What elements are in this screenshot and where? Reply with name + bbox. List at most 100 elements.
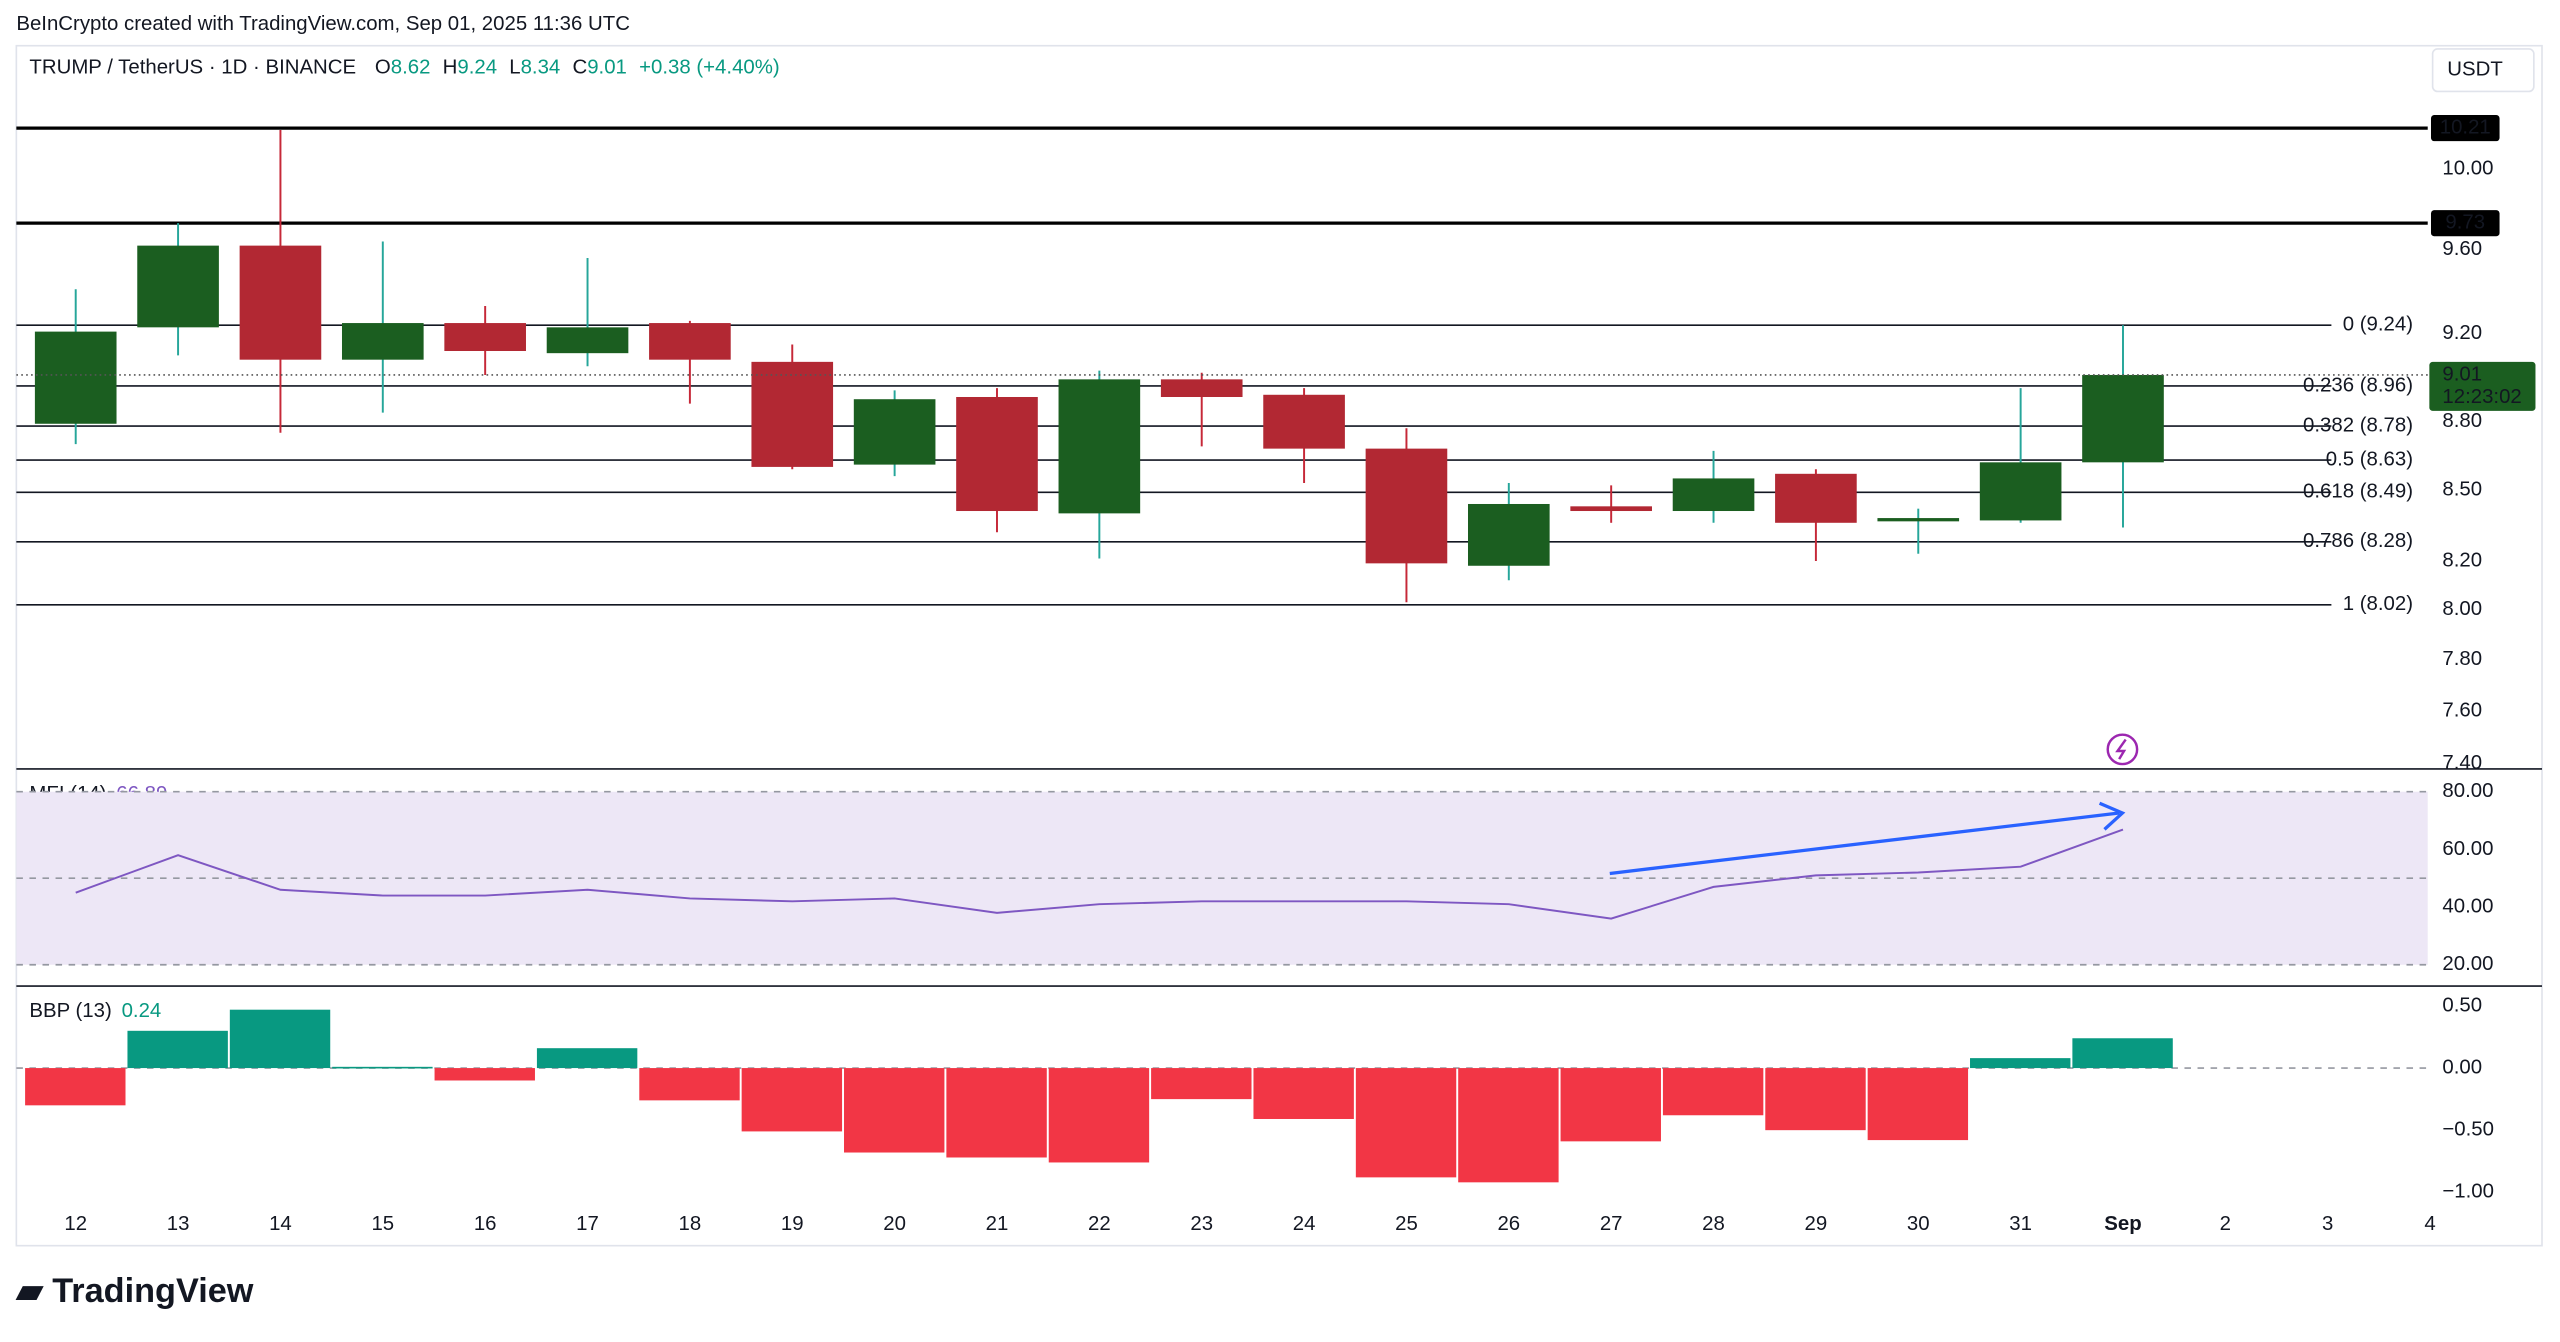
y-tick-label: 8.20 bbox=[2442, 549, 2482, 571]
y-tick-label: 40.00 bbox=[2442, 895, 2493, 917]
y-tick-label: 9.60 bbox=[2442, 238, 2482, 260]
ohlc-label: H bbox=[443, 57, 458, 79]
candle-body bbox=[341, 323, 424, 360]
x-tick-label: 15 bbox=[371, 1213, 394, 1235]
fib-label: 0.5 (8.63) bbox=[2326, 448, 2413, 470]
bbp-bar bbox=[1458, 1068, 1559, 1183]
bbp-bar bbox=[332, 1066, 433, 1069]
level-tag-label: 9.73 bbox=[2445, 212, 2485, 234]
x-tick-label: 30 bbox=[1907, 1213, 1930, 1235]
currency[interactable]: USDT bbox=[2447, 59, 2503, 81]
logo: ▰ TradingView bbox=[15, 1272, 253, 1310]
symbol-legend: TRUMP / TetherUS · 1D · BINANCE O8.62 H 9… bbox=[29, 57, 779, 79]
fib-label: 1 (8.02) bbox=[2343, 593, 2413, 615]
candle-body bbox=[546, 327, 629, 354]
candle-body bbox=[34, 331, 117, 424]
y-tick-label: 9.20 bbox=[2442, 322, 2482, 344]
x-tick-label: 4 bbox=[2424, 1213, 2435, 1235]
candle-body bbox=[1058, 379, 1141, 514]
bbp-legend: BBP (13) 0.24 bbox=[29, 1001, 161, 1023]
mfi-line bbox=[75, 828, 2124, 920]
candle-body bbox=[1365, 448, 1448, 564]
bbp-bar bbox=[844, 1068, 945, 1153]
bbp-bar bbox=[639, 1068, 740, 1101]
candle-body bbox=[1877, 518, 1960, 522]
candle-body bbox=[751, 361, 834, 467]
bbp-bar bbox=[1662, 1068, 1764, 1116]
bbp-bar bbox=[1151, 1068, 1252, 1100]
event-icon[interactable] bbox=[2106, 733, 2139, 766]
y-tick-label: 8.00 bbox=[2442, 598, 2482, 620]
bbp-bar bbox=[1970, 1058, 2071, 1069]
fib-label: 0.786 (8.28) bbox=[2303, 530, 2413, 552]
y-tick-label: 7.60 bbox=[2442, 699, 2482, 721]
chart-frame bbox=[15, 44, 2543, 1247]
y-tick-label: 10.00 bbox=[2442, 158, 2493, 180]
x-tick-label: 14 bbox=[269, 1213, 292, 1235]
candle-body bbox=[1467, 503, 1550, 566]
y-tick-label: 7.80 bbox=[2442, 648, 2482, 670]
event-icon-bolt bbox=[2115, 738, 2127, 760]
fib-label: 0.236 (8.96) bbox=[2303, 374, 2413, 396]
bbp-title: BBP (13) bbox=[29, 1001, 111, 1023]
x-tick-label: 20 bbox=[883, 1213, 906, 1235]
candle-body bbox=[1160, 379, 1243, 397]
last-price-tag bbox=[2429, 361, 2536, 411]
y-tick-label: 7.40 bbox=[2442, 752, 2482, 774]
logo-text: TradingView bbox=[52, 1272, 254, 1310]
y-tick-label: 20.00 bbox=[2442, 953, 2493, 975]
symbol: TRUMP / TetherUS · 1D · BINANCE bbox=[29, 57, 356, 79]
last-price-label: 9.01 bbox=[2442, 363, 2482, 385]
x-tick-label: 27 bbox=[1600, 1213, 1623, 1235]
y-tick-label: 8.50 bbox=[2442, 478, 2482, 500]
ohlc-value: 8.62 bbox=[391, 57, 431, 79]
x-tick-label: 24 bbox=[1293, 1213, 1316, 1235]
x-tick-label: 16 bbox=[474, 1213, 497, 1235]
bbp-bar bbox=[536, 1048, 638, 1069]
y-tick-label: 0.50 bbox=[2442, 994, 2482, 1016]
candle-body bbox=[1775, 473, 1857, 523]
candle-body bbox=[239, 245, 322, 360]
y-tick-label: 8.80 bbox=[2442, 410, 2482, 432]
level-tag bbox=[2430, 115, 2500, 142]
plot: 12 13 14 15 16 17 18 19 20 21 22 23 24 25 26 27 28 29 30 31… bbox=[16, 115, 2536, 1235]
x-tick-label: 29 bbox=[1805, 1213, 1828, 1235]
x-tick-label: 25 bbox=[1395, 1213, 1418, 1235]
currency-button[interactable] bbox=[2431, 48, 2535, 93]
x-tick-label: 2 bbox=[2220, 1213, 2231, 1235]
candle-body bbox=[853, 399, 936, 465]
x-tick-label: 19 bbox=[781, 1213, 804, 1235]
countdown: 12:23:02 bbox=[2442, 386, 2521, 408]
x-tick-label: 28 bbox=[1702, 1213, 1725, 1235]
candle-body bbox=[1263, 394, 1345, 449]
fib-label: 0.618 (8.49) bbox=[2303, 481, 2413, 503]
x-tick-label: Sep bbox=[2104, 1213, 2141, 1235]
candle-body bbox=[1672, 478, 1755, 512]
x-tick-label: 22 bbox=[1088, 1213, 1111, 1235]
x-tick-label: 26 bbox=[1497, 1213, 1520, 1235]
x-tick-label: 31 bbox=[2009, 1213, 2032, 1235]
ohlc-value: 8.34 bbox=[521, 57, 561, 79]
level-tag bbox=[2430, 210, 2500, 237]
level-tag-label: 10.21 bbox=[2440, 116, 2491, 138]
bbp-bar bbox=[1765, 1068, 1866, 1131]
candle-body bbox=[444, 323, 526, 352]
x-tick-label: 23 bbox=[1190, 1213, 1213, 1235]
candle-body bbox=[2082, 374, 2164, 463]
bbp-bar bbox=[229, 1009, 331, 1069]
fib-label: 0 (9.24) bbox=[2343, 314, 2413, 336]
bbp-bar bbox=[127, 1030, 228, 1069]
credit: BeInCrypto created with TradingView.com,… bbox=[16, 13, 630, 35]
candle-body bbox=[137, 245, 219, 328]
bbp-bar bbox=[1560, 1068, 1661, 1142]
bbp-bar bbox=[1253, 1068, 1354, 1119]
x-tick-label: 21 bbox=[986, 1213, 1009, 1235]
bbp-bar bbox=[1867, 1068, 1969, 1141]
ohlc-label: C bbox=[572, 57, 587, 79]
annotation bbox=[1609, 801, 2126, 876]
bbp-bar bbox=[2072, 1038, 2173, 1069]
ohlc-value: 9.01 bbox=[587, 57, 627, 79]
x-tick-label: 18 bbox=[679, 1213, 702, 1235]
ohlc-label: O bbox=[375, 57, 391, 79]
